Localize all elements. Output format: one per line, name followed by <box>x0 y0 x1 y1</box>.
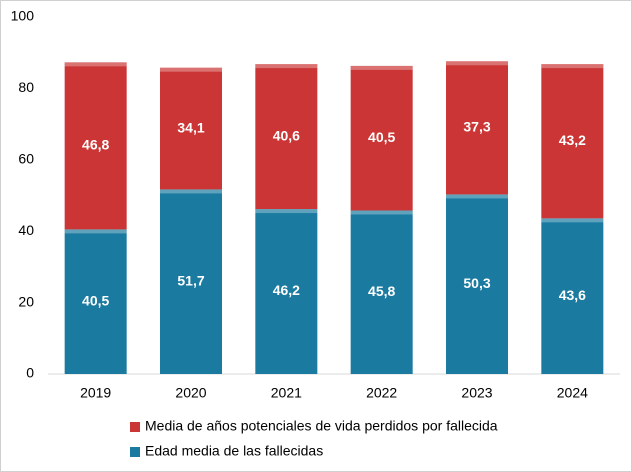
value-label: 34,1 <box>177 119 204 135</box>
bar-segment-top <box>541 218 604 223</box>
bar-segment <box>541 218 604 374</box>
value-label: 37,3 <box>463 119 490 135</box>
value-label: 46,8 <box>82 137 109 153</box>
bar-segment-top <box>64 62 127 67</box>
value-label: 43,6 <box>559 287 586 303</box>
bar-segment <box>64 229 127 374</box>
bar-segment-top <box>350 65 413 70</box>
x-tick-label: 2019 <box>80 385 111 401</box>
bar-segment <box>160 189 222 374</box>
value-label: 50,3 <box>463 275 490 291</box>
bar-segment-top <box>160 67 222 72</box>
value-label: 45,8 <box>368 283 395 299</box>
bar-segment-top <box>255 64 318 69</box>
bar-segment-top <box>255 209 318 214</box>
value-label: 40,5 <box>82 292 109 308</box>
legend-label: Media de años potenciales de vida perdid… <box>145 418 498 434</box>
bar-segment <box>255 209 318 374</box>
value-label: 40,6 <box>273 127 300 143</box>
value-label: 46,2 <box>273 282 300 298</box>
bar-segment <box>446 61 508 195</box>
y-tick-label: 60 <box>18 151 34 167</box>
y-tick-label: 100 <box>11 8 35 24</box>
bar-segment <box>350 210 413 374</box>
value-label: 43,2 <box>559 132 586 148</box>
bar-segment <box>541 64 604 219</box>
bar-segment <box>446 194 508 374</box>
x-tick-label: 2022 <box>366 385 397 401</box>
y-tick-label: 40 <box>18 222 34 238</box>
x-tick-label: 2021 <box>271 385 302 401</box>
bar-segment-top <box>541 64 604 69</box>
bar-segment-top <box>446 61 508 66</box>
bar-segment-top <box>64 229 127 234</box>
y-tick-label: 0 <box>26 365 34 381</box>
bar-segment <box>64 62 127 230</box>
bar-segment <box>350 65 413 211</box>
value-label: 51,7 <box>177 272 204 288</box>
bar-segment-top <box>446 194 508 199</box>
bar-segment <box>160 67 222 190</box>
legend-swatch <box>130 447 140 457</box>
value-label: 40,5 <box>368 129 395 145</box>
x-tick-label: 2024 <box>557 385 588 401</box>
x-tick-label: 2023 <box>461 385 492 401</box>
y-tick-label: 20 <box>18 293 34 309</box>
y-tick-label: 80 <box>18 79 34 95</box>
bar-segment <box>255 64 318 210</box>
bar-segment-top <box>350 210 413 215</box>
legend-label: Edad media de las fallecidas <box>145 443 323 459</box>
x-tick-label: 2020 <box>175 385 206 401</box>
legend-swatch <box>130 422 140 432</box>
bar-segment-top <box>160 189 222 194</box>
